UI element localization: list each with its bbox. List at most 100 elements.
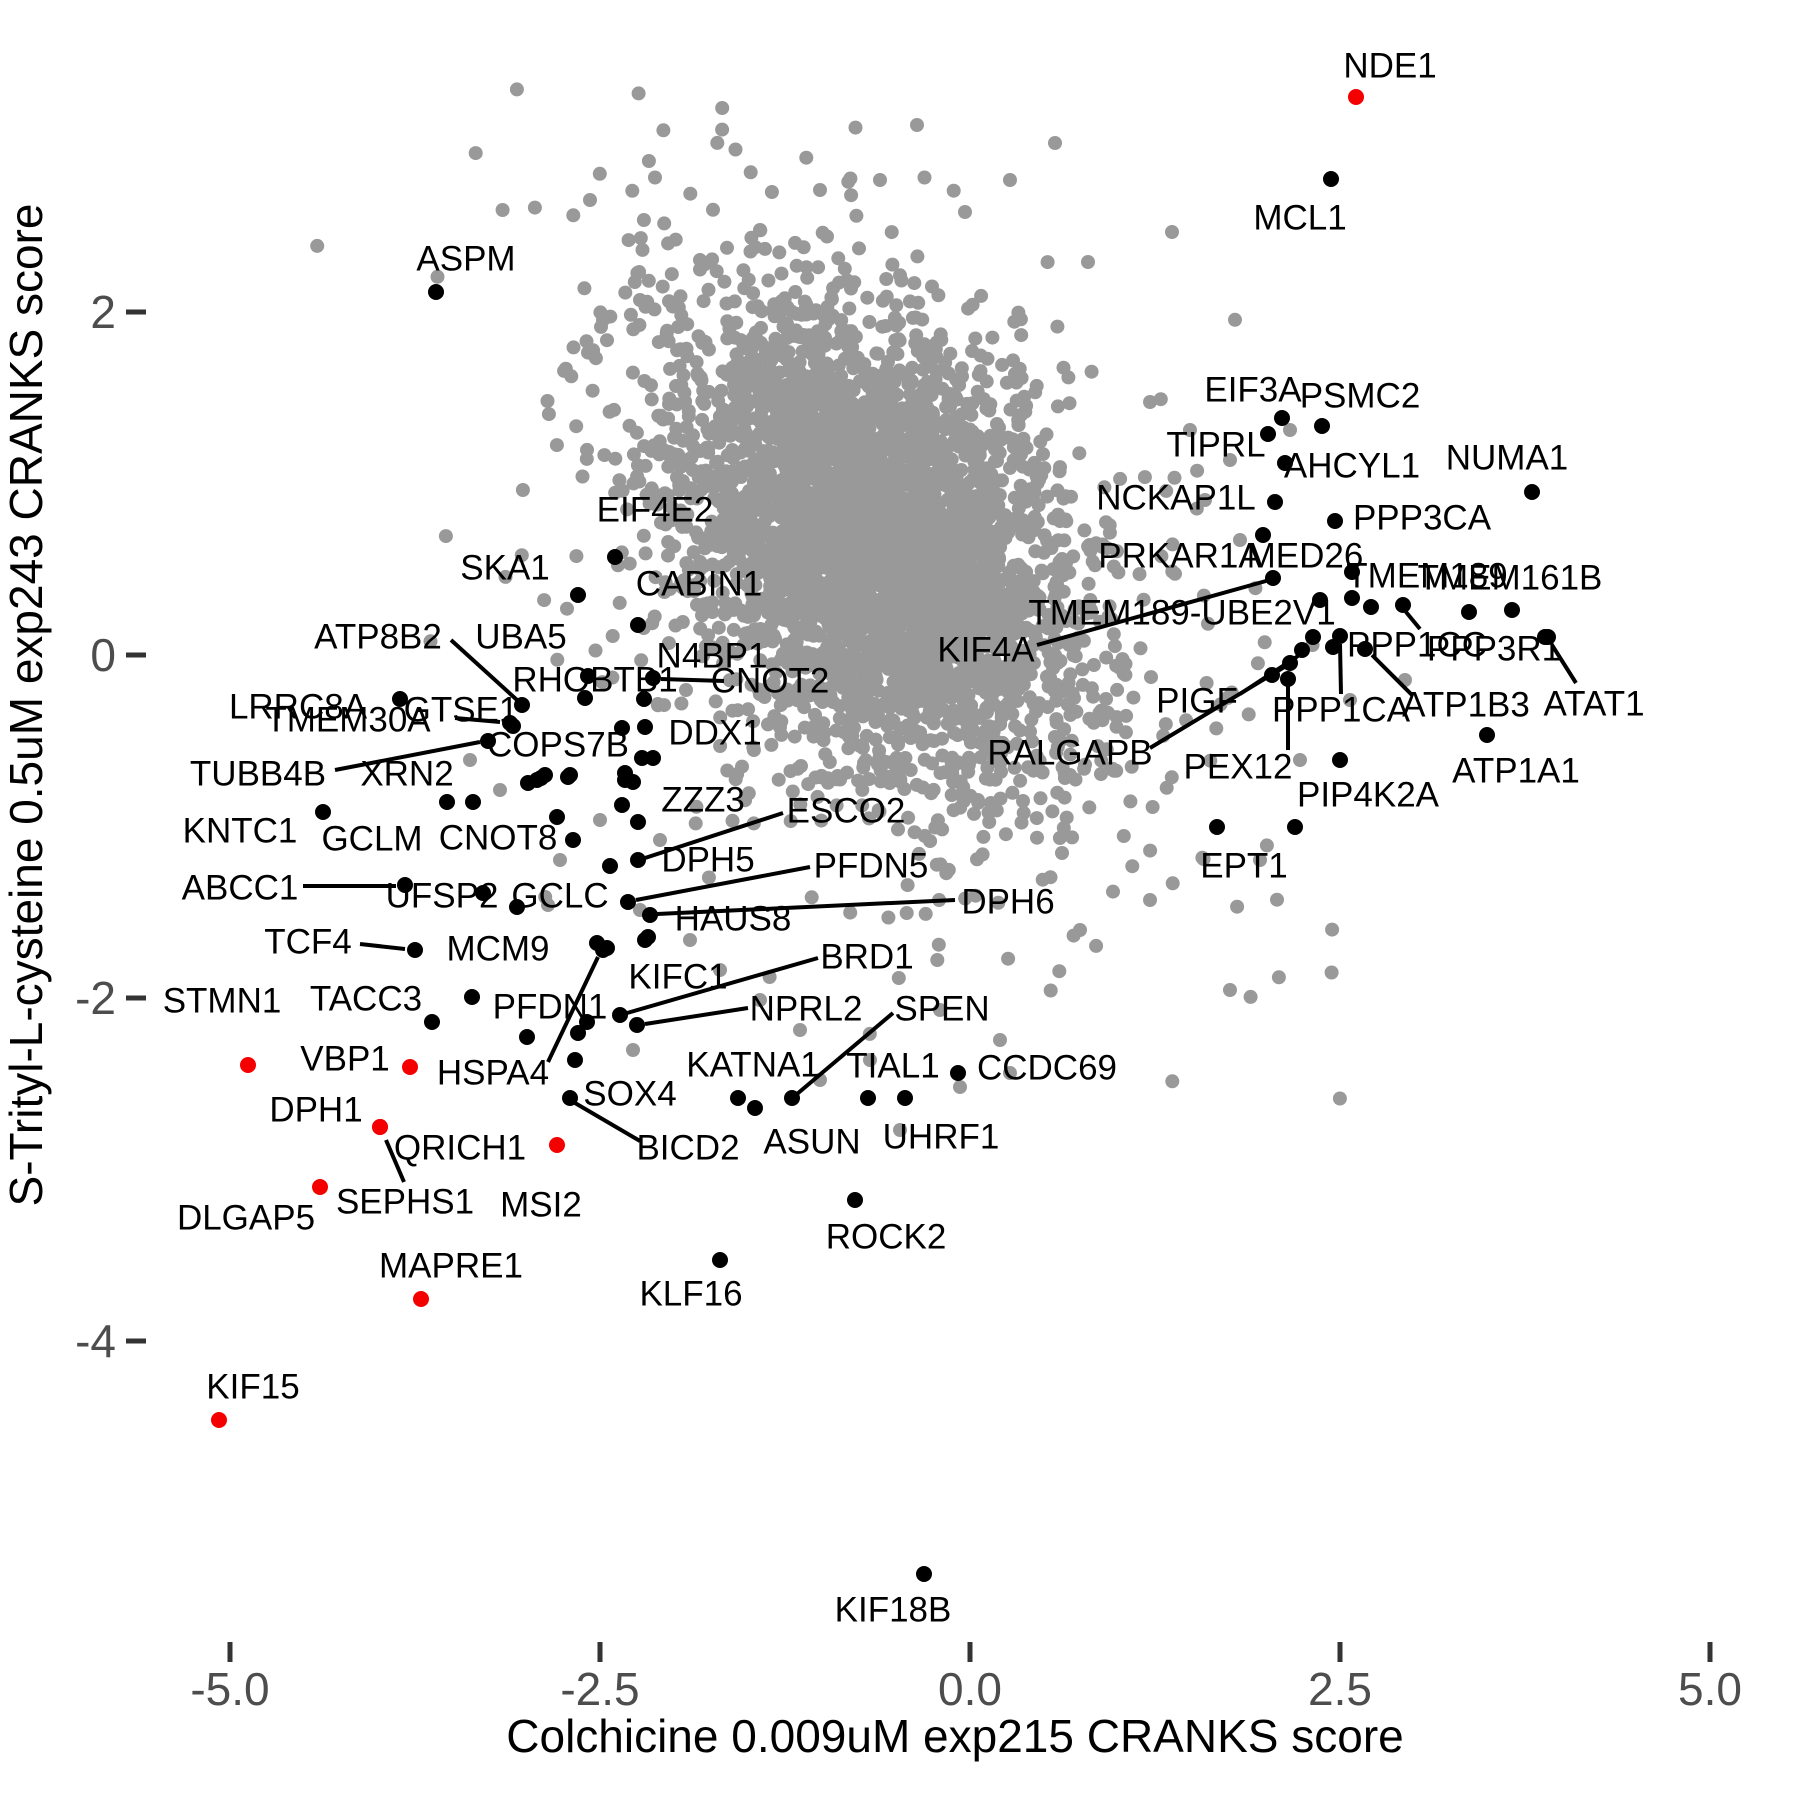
gene-point-EIF4E2[interactable] xyxy=(607,549,623,565)
gene-point-XRN2[interactable] xyxy=(533,770,549,786)
gene-point-MAPRE1[interactable] xyxy=(413,1291,429,1307)
gene-point-KLF16[interactable] xyxy=(712,1252,728,1268)
gene-point-UFSP2[interactable] xyxy=(475,885,491,901)
cloud-point xyxy=(608,451,623,466)
gene-point-CNOT2[interactable] xyxy=(645,670,661,686)
gene-point-PFDN5[interactable] xyxy=(620,894,636,910)
gene-point-PPP1CA[interactable] xyxy=(1332,628,1348,644)
cloud-point xyxy=(842,448,856,463)
gene-point-SEPHS1[interactable] xyxy=(372,1119,388,1135)
gene-point-PPP1CC[interactable] xyxy=(1395,597,1411,613)
gene-label-ESCO2: ESCO2 xyxy=(787,792,906,831)
gene-point-ZZZ3[interactable] xyxy=(614,797,630,813)
gene-point-PEX12[interactable] xyxy=(1280,671,1296,687)
gene-point-NDE1[interactable] xyxy=(1348,89,1364,105)
cloud-point xyxy=(918,906,933,921)
gene-point-DDX1[interactable] xyxy=(637,719,653,735)
gene-point-TCF4[interactable] xyxy=(407,942,423,958)
gene-point-DLGAP5[interactable] xyxy=(312,1179,328,1195)
gene-point-ROCK2[interactable] xyxy=(847,1192,863,1208)
gene-point-STMN1[interactable] xyxy=(240,1057,256,1073)
gene-point-ATP1A1[interactable] xyxy=(1479,727,1495,743)
gene-point-PSMC2[interactable] xyxy=(1314,418,1330,434)
gene-point-ATAT1[interactable] xyxy=(1540,629,1556,645)
gene-point-GCLC[interactable] xyxy=(509,899,525,915)
gene-point-BICD2[interactable] xyxy=(562,1090,578,1106)
gene-point-CCDC69[interactable] xyxy=(950,1065,966,1081)
cloud-point xyxy=(964,407,979,422)
cloud-point xyxy=(861,497,876,512)
gene-point-AHCYL1[interactable] xyxy=(1277,455,1293,471)
gene-point-KIF18B[interactable] xyxy=(916,1566,932,1582)
cloud-point xyxy=(654,515,668,530)
cloud-point xyxy=(785,397,800,412)
gene-point-UHRF1[interactable] xyxy=(897,1090,913,1106)
gene-point-ASUN[interactable] xyxy=(747,1100,763,1116)
gene-point-KIF4A[interactable] xyxy=(1265,570,1281,586)
gene-point-PFDN1[interactable] xyxy=(570,1025,586,1041)
x-tick-label: 5.0 xyxy=(1678,1663,1742,1715)
gene-point-UBA5[interactable] xyxy=(580,668,596,684)
gene-point-DPH6[interactable] xyxy=(642,907,658,923)
cloud-point xyxy=(846,357,861,372)
gene-point-SOX4[interactable] xyxy=(567,1052,583,1068)
gene-point-ATP8B2[interactable] xyxy=(514,697,530,713)
gene-point-KIFC1[interactable] xyxy=(637,932,653,948)
gene-point-ABCC1[interactable] xyxy=(397,877,413,893)
cloud-point xyxy=(1067,602,1082,617)
cloud-point xyxy=(629,425,644,440)
gene-point-GCLM[interactable] xyxy=(439,794,455,810)
gene-point-VBP1[interactable] xyxy=(402,1059,418,1075)
gene-point-PIP4K2A[interactable] xyxy=(1332,752,1348,768)
cloud-point xyxy=(926,715,941,730)
gene-point-MED26[interactable] xyxy=(1344,564,1360,580)
gene-point-ATP1B3[interactable] xyxy=(1357,641,1373,657)
cloud-point xyxy=(995,735,1010,750)
gene-point-PIGF[interactable] xyxy=(1294,642,1310,658)
gene-point-ESCO2[interactable] xyxy=(630,852,646,868)
gene-point-QRICH1[interactable] xyxy=(549,1137,565,1153)
gene-point-TMEM161B[interactable] xyxy=(1504,602,1520,618)
gene-point-TMEM189[interactable] xyxy=(1461,604,1477,620)
gene-point-NUMA1[interactable] xyxy=(1524,484,1540,500)
gene-point-TIAL1[interactable] xyxy=(860,1090,876,1106)
gene-point-DPH5[interactable] xyxy=(602,858,618,874)
gene-point-KATNA1[interactable] xyxy=(730,1090,746,1106)
gene-point-TMEM189-UBE2V1[interactable] xyxy=(1312,592,1328,608)
cloud-point xyxy=(890,602,905,616)
gene-point-EIF3A[interactable] xyxy=(1274,410,1290,426)
cloud-point xyxy=(1050,655,1065,670)
black-point xyxy=(1287,819,1303,835)
gene-point-TIPRL[interactable] xyxy=(1260,426,1276,442)
gene-point-TACC3[interactable] xyxy=(424,1014,440,1030)
gene-point-COPS7B[interactable] xyxy=(614,720,630,736)
gene-point-NPRL2[interactable] xyxy=(629,1017,645,1033)
gene-point-EPT1[interactable] xyxy=(1209,819,1225,835)
gene-point-SPEN[interactable] xyxy=(784,1090,800,1106)
cloud-point xyxy=(1029,704,1044,719)
gene-point-RALGAPB[interactable] xyxy=(1282,655,1298,671)
gene-point-CABIN1[interactable] xyxy=(630,617,646,633)
cloud-point xyxy=(592,166,607,181)
gene-point-TUBB4B[interactable] xyxy=(480,733,496,749)
gene-point-CNOT8[interactable] xyxy=(549,809,565,825)
gene-point-TMEM30A[interactable] xyxy=(502,715,518,731)
gene-point-PPP3CA[interactable] xyxy=(1327,513,1343,529)
gene-point-MCL1[interactable] xyxy=(1323,171,1339,187)
cloud-point xyxy=(774,714,789,729)
cloud-point xyxy=(1001,951,1016,966)
gene-point-KIF15[interactable] xyxy=(211,1412,227,1428)
gene-point-KNTC1[interactable] xyxy=(315,804,331,820)
gene-point-N4BP1[interactable] xyxy=(636,691,652,707)
gene-point-ASPM[interactable] xyxy=(428,284,444,300)
cloud-point xyxy=(765,634,780,649)
gene-point-BRD1[interactable] xyxy=(612,1007,628,1023)
cloud-point xyxy=(736,638,751,653)
gene-point-HSPA4[interactable] xyxy=(595,942,611,958)
gene-point-SKA1[interactable] xyxy=(570,587,586,603)
gene-point-NCKAP1L[interactable] xyxy=(1267,494,1283,510)
gene-point-LRRC8A[interactable] xyxy=(392,691,408,707)
gene-point-RHOBTB1[interactable] xyxy=(577,690,593,706)
cloud-point xyxy=(635,242,650,257)
gene-point-PRKAR1A[interactable] xyxy=(1255,527,1271,543)
